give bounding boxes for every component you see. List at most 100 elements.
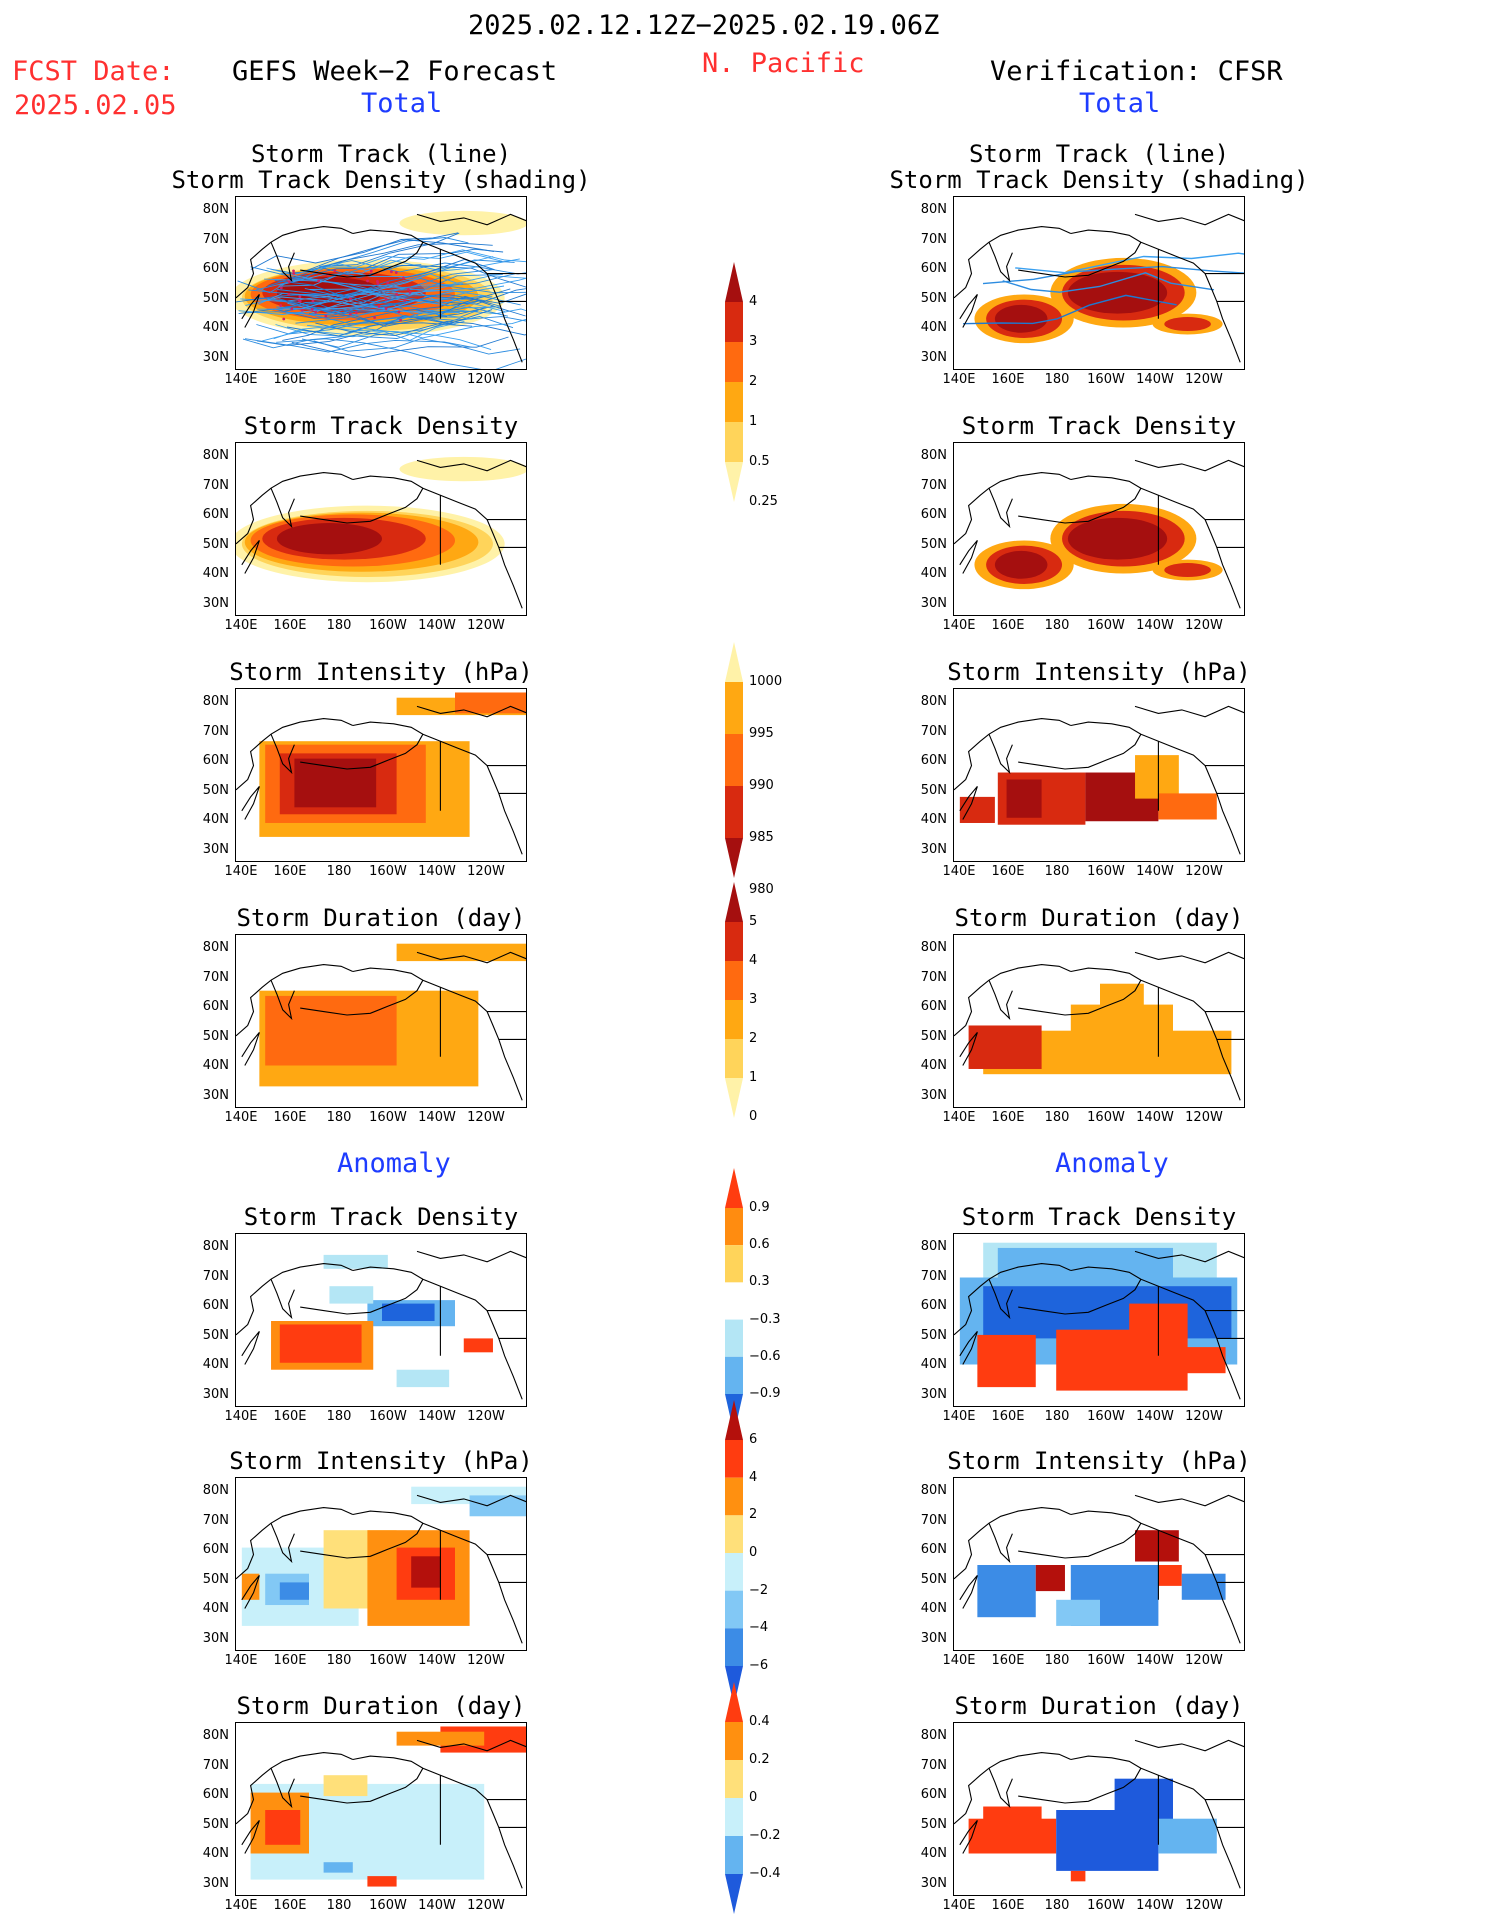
duration-colorbar-segment [725, 922, 743, 961]
lat-tick-label: 40N [202, 812, 229, 827]
lat-tick-label: 30N [202, 1087, 229, 1103]
density-colorbar-label: 2 [749, 374, 758, 389]
density-colorbar-label: 3 [749, 334, 758, 349]
lat-tick-label: 30N [202, 349, 229, 365]
lon-tick-label: 180 [326, 1653, 352, 1668]
lon-tick-label: 140W [418, 1110, 456, 1125]
lat-tick-label: 40N [920, 566, 947, 581]
lat-tick-label: 30N [920, 1386, 947, 1402]
verification-intensity_anom-map-plot [954, 1494, 1244, 1644]
forecast-intensity-map-plot [236, 692, 526, 855]
lat-tick-label: 80N [202, 1483, 229, 1498]
duration_anom-colorbar-segment [725, 1798, 743, 1836]
lon-tick-label: 120W [1185, 372, 1223, 387]
lon-tick-label: 140E [224, 1898, 258, 1913]
verification-density-title-line-0: Storm Track Density [961, 412, 1237, 440]
verification-density_anom-title-line-0: Storm Track Density [961, 1203, 1237, 1231]
lon-tick-label: 180 [1044, 1653, 1070, 1668]
density-colorbar-segment [725, 462, 743, 502]
intensity-colorbar-label: 985 [749, 830, 774, 845]
lat-tick-label: 50N [920, 1327, 947, 1343]
intensity-colorbar-segment [725, 682, 743, 734]
forecast-duration_anom-map-plot [236, 1726, 526, 1889]
lat-tick-label: 60N [920, 1787, 947, 1802]
region-label: N. Pacific [702, 48, 865, 79]
lat-tick-label: 80N [920, 1728, 947, 1743]
lat-tick-label: 70N [202, 1757, 229, 1773]
lat-tick-label: 30N [920, 1875, 947, 1891]
intensity_anom-colorbar-segment [725, 1477, 743, 1516]
lon-tick-label: 180 [1044, 1409, 1070, 1424]
verification-intensity_anom-title-line-0: Storm Intensity (hPa) [947, 1447, 1251, 1475]
forecast-density_anom-title-line-0: Storm Track Density [243, 1203, 519, 1231]
lon-tick-label: 160W [369, 1110, 407, 1125]
intensity_anom-colorbar-label: 2 [749, 1507, 758, 1523]
lon-tick-label: 160W [369, 1653, 407, 1668]
lon-tick-label: 140E [942, 1898, 976, 1913]
lat-tick-label: 70N [920, 231, 947, 247]
lon-tick-label: 140W [418, 372, 456, 387]
lat-tick-label: 50N [920, 290, 947, 306]
section-anomaly-left: Anomaly [337, 1148, 451, 1179]
intensity_anom-colorbar-label: 0 [749, 1545, 758, 1560]
lon-tick-label: 120W [467, 372, 505, 387]
lon-tick-label: 140E [942, 864, 976, 879]
forecast-name: GEFS Week−2 Forecast [232, 56, 558, 87]
density-colorbar-label: 0.5 [749, 454, 770, 469]
lat-tick-label: 30N [920, 841, 947, 857]
density_anom-colorbar-segment [725, 1208, 743, 1246]
lat-tick-label: 80N [202, 940, 229, 955]
duration-colorbar-label: 3 [749, 992, 758, 1007]
density-colorbar-segment [725, 262, 743, 302]
lon-tick-label: 160E [991, 1653, 1025, 1668]
date-range-title: 2025.02.12.12Z−2025.02.19.06Z [468, 10, 940, 41]
forecast-duration-title-line-0: Storm Duration (day) [236, 904, 526, 932]
lon-tick-label: 160E [273, 1110, 307, 1125]
lat-tick-label: 40N [202, 1357, 229, 1372]
lon-tick-label: 120W [467, 1110, 505, 1125]
lon-tick-label: 160W [369, 618, 407, 633]
forecast-density-map-plot [236, 456, 526, 609]
density-colorbar [725, 262, 743, 502]
intensity_anom-colorbar-label: −4 [749, 1620, 769, 1636]
density-colorbar-segment [725, 342, 743, 382]
duration_anom-colorbar-label: 0.4 [749, 1714, 770, 1729]
lat-tick-label: 70N [202, 1512, 229, 1528]
density-colorbar-label: 1 [749, 414, 758, 429]
density_anom-colorbar-segment [725, 1356, 743, 1394]
lon-tick-label: 180 [1044, 618, 1070, 633]
density_anom-colorbar-label: 0.6 [749, 1237, 770, 1253]
density_anom-colorbar-label: 0.9 [749, 1200, 770, 1215]
verification-intensity-map-plot [954, 705, 1244, 855]
intensity_anom-colorbar-label: 6 [749, 1432, 758, 1447]
lon-tick-label: 120W [1185, 864, 1223, 879]
lon-tick-label: 180 [1044, 1898, 1070, 1913]
density_anom-colorbar-label: −0.6 [749, 1348, 781, 1364]
duration-colorbar-segment [725, 1078, 743, 1118]
forecast-duration_anom-map [235, 1722, 527, 1896]
lon-tick-label: 160E [991, 372, 1025, 387]
lon-tick-label: 160E [273, 1898, 307, 1913]
duration_anom-colorbar-label: −0.2 [749, 1828, 781, 1843]
section-total-right: Total [1079, 88, 1161, 119]
lat-tick-label: 30N [920, 1630, 947, 1646]
intensity-colorbar-label: 1000 [749, 674, 783, 689]
lat-tick-label: 80N [920, 940, 947, 955]
lat-tick-label: 30N [202, 1875, 229, 1891]
lon-tick-label: 120W [467, 618, 505, 633]
lon-tick-label: 180 [326, 1110, 352, 1125]
lon-tick-label: 140W [1136, 1110, 1174, 1125]
forecast-track-map [235, 196, 527, 370]
forecast-density_anom-map-plot [236, 1250, 526, 1400]
lon-tick-label: 140E [942, 1110, 976, 1125]
intensity_anom-colorbar-segment [725, 1628, 743, 1666]
lat-tick-label: 40N [920, 320, 947, 335]
density_anom-colorbar-segment [725, 1282, 743, 1320]
density-colorbar-label: 0.25 [749, 494, 778, 509]
lon-tick-label: 160W [1087, 1409, 1125, 1424]
lat-tick-label: 50N [202, 782, 229, 798]
lon-tick-label: 180 [326, 1409, 352, 1424]
verification-track-title-line-0: Storm Track (line) [968, 140, 1230, 168]
lat-tick-label: 60N [202, 1787, 229, 1802]
lat-tick-label: 60N [920, 999, 947, 1014]
